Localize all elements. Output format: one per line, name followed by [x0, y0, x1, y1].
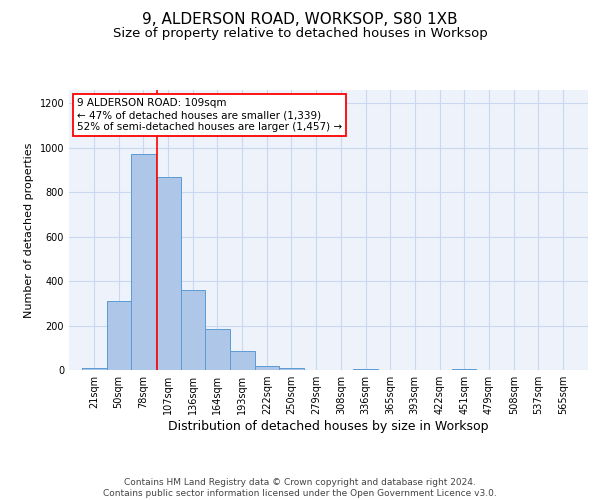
- Bar: [353, 369, 378, 370]
- Y-axis label: Number of detached properties: Number of detached properties: [24, 142, 34, 318]
- X-axis label: Distribution of detached houses by size in Worksop: Distribution of detached houses by size …: [168, 420, 489, 433]
- Text: 9, ALDERSON ROAD, WORKSOP, S80 1XB: 9, ALDERSON ROAD, WORKSOP, S80 1XB: [142, 12, 458, 28]
- Bar: [279, 368, 304, 370]
- Text: Contains HM Land Registry data © Crown copyright and database right 2024.
Contai: Contains HM Land Registry data © Crown c…: [103, 478, 497, 498]
- Bar: [131, 154, 155, 370]
- Text: 9 ALDERSON ROAD: 109sqm
← 47% of detached houses are smaller (1,339)
52% of semi: 9 ALDERSON ROAD: 109sqm ← 47% of detache…: [77, 98, 342, 132]
- Bar: [205, 329, 230, 370]
- Bar: [452, 369, 476, 370]
- Bar: [255, 366, 279, 370]
- Bar: [230, 351, 255, 370]
- Bar: [82, 368, 107, 370]
- Bar: [107, 301, 131, 370]
- Text: Size of property relative to detached houses in Worksop: Size of property relative to detached ho…: [113, 28, 487, 40]
- Bar: [181, 290, 205, 370]
- Bar: [155, 176, 181, 370]
